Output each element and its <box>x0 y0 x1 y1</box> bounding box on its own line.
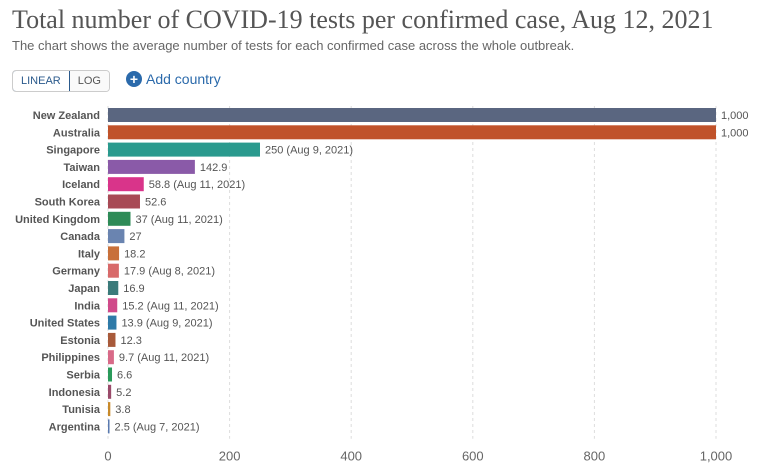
category-label: India <box>74 300 101 312</box>
value-label: 1,000 <box>721 127 749 139</box>
bar[interactable] <box>108 384 112 399</box>
x-axis: 0 200 400 600 800 1,000 <box>104 449 732 464</box>
value-label: 15.2 (Aug 11, 2021) <box>122 300 218 312</box>
value-label: 52.6 <box>145 197 166 209</box>
bar[interactable] <box>108 332 116 347</box>
bar[interactable] <box>108 211 131 226</box>
x-tick-label: 200 <box>219 449 241 464</box>
bar[interactable] <box>108 402 111 417</box>
value-label: 13.9 (Aug 9, 2021) <box>121 318 212 330</box>
value-label: 27 <box>129 231 141 243</box>
bar[interactable] <box>108 125 716 140</box>
value-label: 5.2 <box>116 387 131 399</box>
category-label: South Korea <box>35 197 101 209</box>
x-tick-label: 400 <box>340 449 362 464</box>
category-label: Iceland <box>62 179 100 191</box>
bar[interactable] <box>108 281 119 295</box>
bar[interactable] <box>108 263 119 278</box>
value-label: 2.5 (Aug 7, 2021) <box>115 421 200 433</box>
category-label: Tunisia <box>62 404 101 416</box>
category-label: Estonia <box>60 335 101 347</box>
bar[interactable] <box>108 194 140 209</box>
category-label: Serbia <box>66 370 101 382</box>
category-label: Japan <box>68 283 100 295</box>
scale-toggle: LINEAR LOG <box>12 70 110 92</box>
category-label: Philippines <box>41 352 100 364</box>
category-label: Australia <box>53 127 101 139</box>
add-country-label: Add country <box>146 71 221 87</box>
bar[interactable] <box>108 142 260 157</box>
bar[interactable] <box>108 246 120 261</box>
bar[interactable] <box>108 315 117 330</box>
value-label: 9.7 (Aug 11, 2021) <box>119 352 209 364</box>
plus-circle-icon: + <box>126 71 142 87</box>
add-country-button[interactable]: + Add country <box>126 71 221 87</box>
value-label: 37 (Aug 11, 2021) <box>135 214 222 226</box>
value-label: 12.3 <box>120 335 141 347</box>
bar[interactable] <box>108 367 113 382</box>
category-label: Singapore <box>46 145 100 157</box>
bar[interactable] <box>108 159 195 174</box>
value-label: 3.8 <box>115 404 130 416</box>
x-tick-label: 800 <box>584 449 606 464</box>
category-label: Italy <box>78 248 101 260</box>
category-label: Germany <box>52 266 101 278</box>
bar-chart: New Zealand 1,000 Australia 1,000 Singapore 2… <box>15 106 749 464</box>
bar[interactable] <box>108 419 110 434</box>
linear-scale-button[interactable]: LINEAR <box>12 71 70 91</box>
bar[interactable] <box>108 108 716 122</box>
value-label: 142.9 <box>200 162 228 174</box>
bar[interactable] <box>108 177 144 192</box>
x-tick-label: 0 <box>104 449 111 464</box>
bar[interactable] <box>108 298 118 313</box>
category-label: United Kingdom <box>15 214 100 226</box>
bar[interactable] <box>108 229 125 244</box>
labels: New Zealand 1,000 Australia 1,000 Singapore 2… <box>15 110 748 433</box>
value-label: 17.9 (Aug 8, 2021) <box>124 266 215 278</box>
category-label: Taiwan <box>64 162 101 174</box>
x-tick-label: 1,000 <box>700 449 733 464</box>
category-label: Argentina <box>49 421 101 433</box>
x-tick-label: 600 <box>462 449 484 464</box>
value-label: 18.2 <box>124 248 145 260</box>
grid-lines <box>107 106 717 439</box>
value-label: 16.9 <box>123 283 144 295</box>
chart-title: Total number of COVID-19 tests per confi… <box>12 5 714 34</box>
category-label: New Zealand <box>33 110 100 122</box>
value-label: 250 (Aug 9, 2021) <box>265 145 353 157</box>
chart-subtitle: The chart shows the average number of te… <box>12 38 575 53</box>
category-label: Indonesia <box>49 387 101 399</box>
bars <box>108 108 716 434</box>
bar[interactable] <box>108 350 114 365</box>
log-scale-button[interactable]: LOG <box>69 71 109 91</box>
category-label: United States <box>30 318 100 330</box>
value-label: 1,000 <box>721 110 749 122</box>
value-label: 58.8 (Aug 11, 2021) <box>149 179 245 191</box>
value-label: 6.6 <box>117 370 132 382</box>
category-label: Canada <box>60 231 101 243</box>
